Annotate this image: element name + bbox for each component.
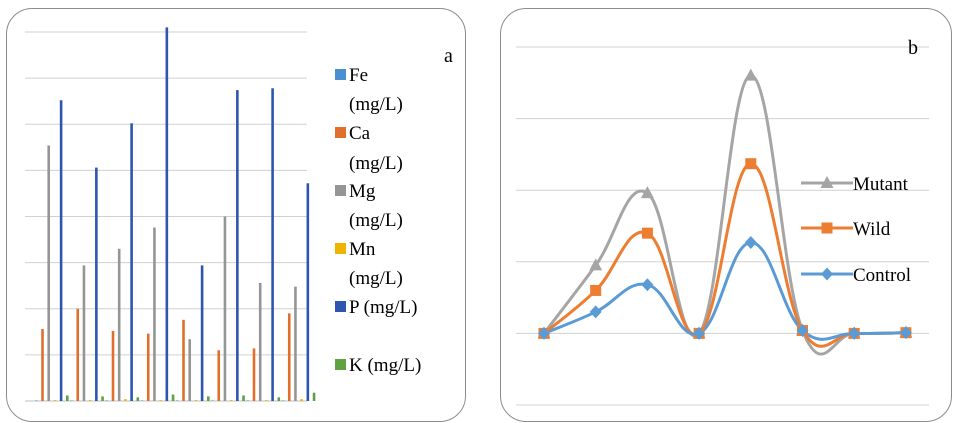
bar <box>182 319 185 401</box>
marker-triangle <box>820 176 834 188</box>
legend-label: Ca (mg/L) <box>349 123 403 174</box>
legend-label: Mn (mg/L) <box>349 239 403 289</box>
bar <box>246 400 250 401</box>
legend-swatch <box>335 69 346 80</box>
bar <box>117 248 121 401</box>
bar <box>287 313 291 401</box>
marker-diamond <box>796 324 809 338</box>
marker-square <box>821 222 833 234</box>
legend-label: Control <box>853 265 911 286</box>
bar <box>176 400 179 401</box>
series-line <box>543 162 906 348</box>
bar <box>82 265 86 401</box>
bar <box>165 27 169 401</box>
bar <box>53 400 57 401</box>
legend-label: Wild <box>853 219 891 240</box>
series-line <box>543 240 906 341</box>
bar <box>271 88 274 402</box>
legend-label: P (mg/L) <box>349 297 417 318</box>
panel-label: a <box>444 45 453 67</box>
marker-triangle <box>744 68 758 81</box>
bar <box>66 395 69 401</box>
legend-label: K (mg/L) <box>349 355 421 376</box>
bar <box>41 329 44 401</box>
bar <box>211 400 214 401</box>
bar <box>281 400 285 401</box>
bar <box>105 400 109 401</box>
legend-swatch <box>335 301 346 312</box>
bar <box>101 396 104 401</box>
bar <box>207 396 210 401</box>
marker-diamond <box>589 305 602 319</box>
chart-a-panel: Fe (mg/L) Ca (mg/L) Mg (mg/L) Mn (mg/L) P (mg/L)… <box>6 8 466 422</box>
bar <box>111 330 115 401</box>
bar <box>223 216 227 401</box>
bar <box>229 400 233 401</box>
bar <box>194 400 198 401</box>
bar <box>294 286 297 401</box>
bar <box>252 348 256 401</box>
series-line <box>542 74 906 356</box>
marker-square <box>745 158 757 170</box>
legend-label: Fe (mg/L) <box>349 65 403 115</box>
bar <box>130 123 133 401</box>
marker-diamond <box>899 326 912 340</box>
marker-square <box>590 284 602 296</box>
bar <box>95 167 98 401</box>
marker-diamond <box>744 235 757 249</box>
marker-diamond <box>821 267 833 281</box>
bar <box>153 227 156 401</box>
bar <box>146 333 150 401</box>
legend-swatch <box>335 359 346 370</box>
legend-swatch <box>335 243 346 254</box>
bar <box>76 308 80 401</box>
marker-diamond <box>641 278 654 292</box>
marker-triangle <box>640 186 654 199</box>
bar <box>159 400 162 401</box>
bar <box>47 145 50 401</box>
marker-square <box>641 227 653 239</box>
bar <box>188 339 191 401</box>
bar <box>70 400 73 401</box>
bar <box>312 392 316 401</box>
chart-b: Mutant Wild Control b <box>516 37 929 406</box>
marker-triangle <box>589 258 603 271</box>
bar <box>258 282 262 401</box>
bar <box>306 183 310 401</box>
bar <box>59 100 63 401</box>
bar <box>236 90 239 402</box>
bar <box>140 400 144 401</box>
marker-diamond <box>848 326 861 340</box>
bar <box>136 397 140 401</box>
legend-swatch <box>335 185 346 196</box>
bar <box>265 400 268 401</box>
bar <box>277 397 281 401</box>
legend-swatch <box>335 127 346 138</box>
bar <box>217 350 221 401</box>
bar <box>124 399 127 401</box>
legend-label: Mg (mg/L) <box>349 181 403 231</box>
marker-diamond <box>538 326 550 340</box>
bar <box>88 400 92 401</box>
chart-b-panel: Mutant Wild Control b <box>500 8 952 422</box>
marker-diamond <box>693 326 706 340</box>
bar <box>35 400 38 401</box>
legend-label: Mutant <box>853 174 909 195</box>
bar <box>300 399 303 401</box>
bar <box>171 394 175 401</box>
bar <box>242 395 245 401</box>
bar <box>200 265 204 401</box>
chart-a: Fe (mg/L) Ca (mg/L) Mg (mg/L) Mn (mg/L) P (mg/L)… <box>25 27 453 402</box>
panel-label: b <box>908 37 918 59</box>
